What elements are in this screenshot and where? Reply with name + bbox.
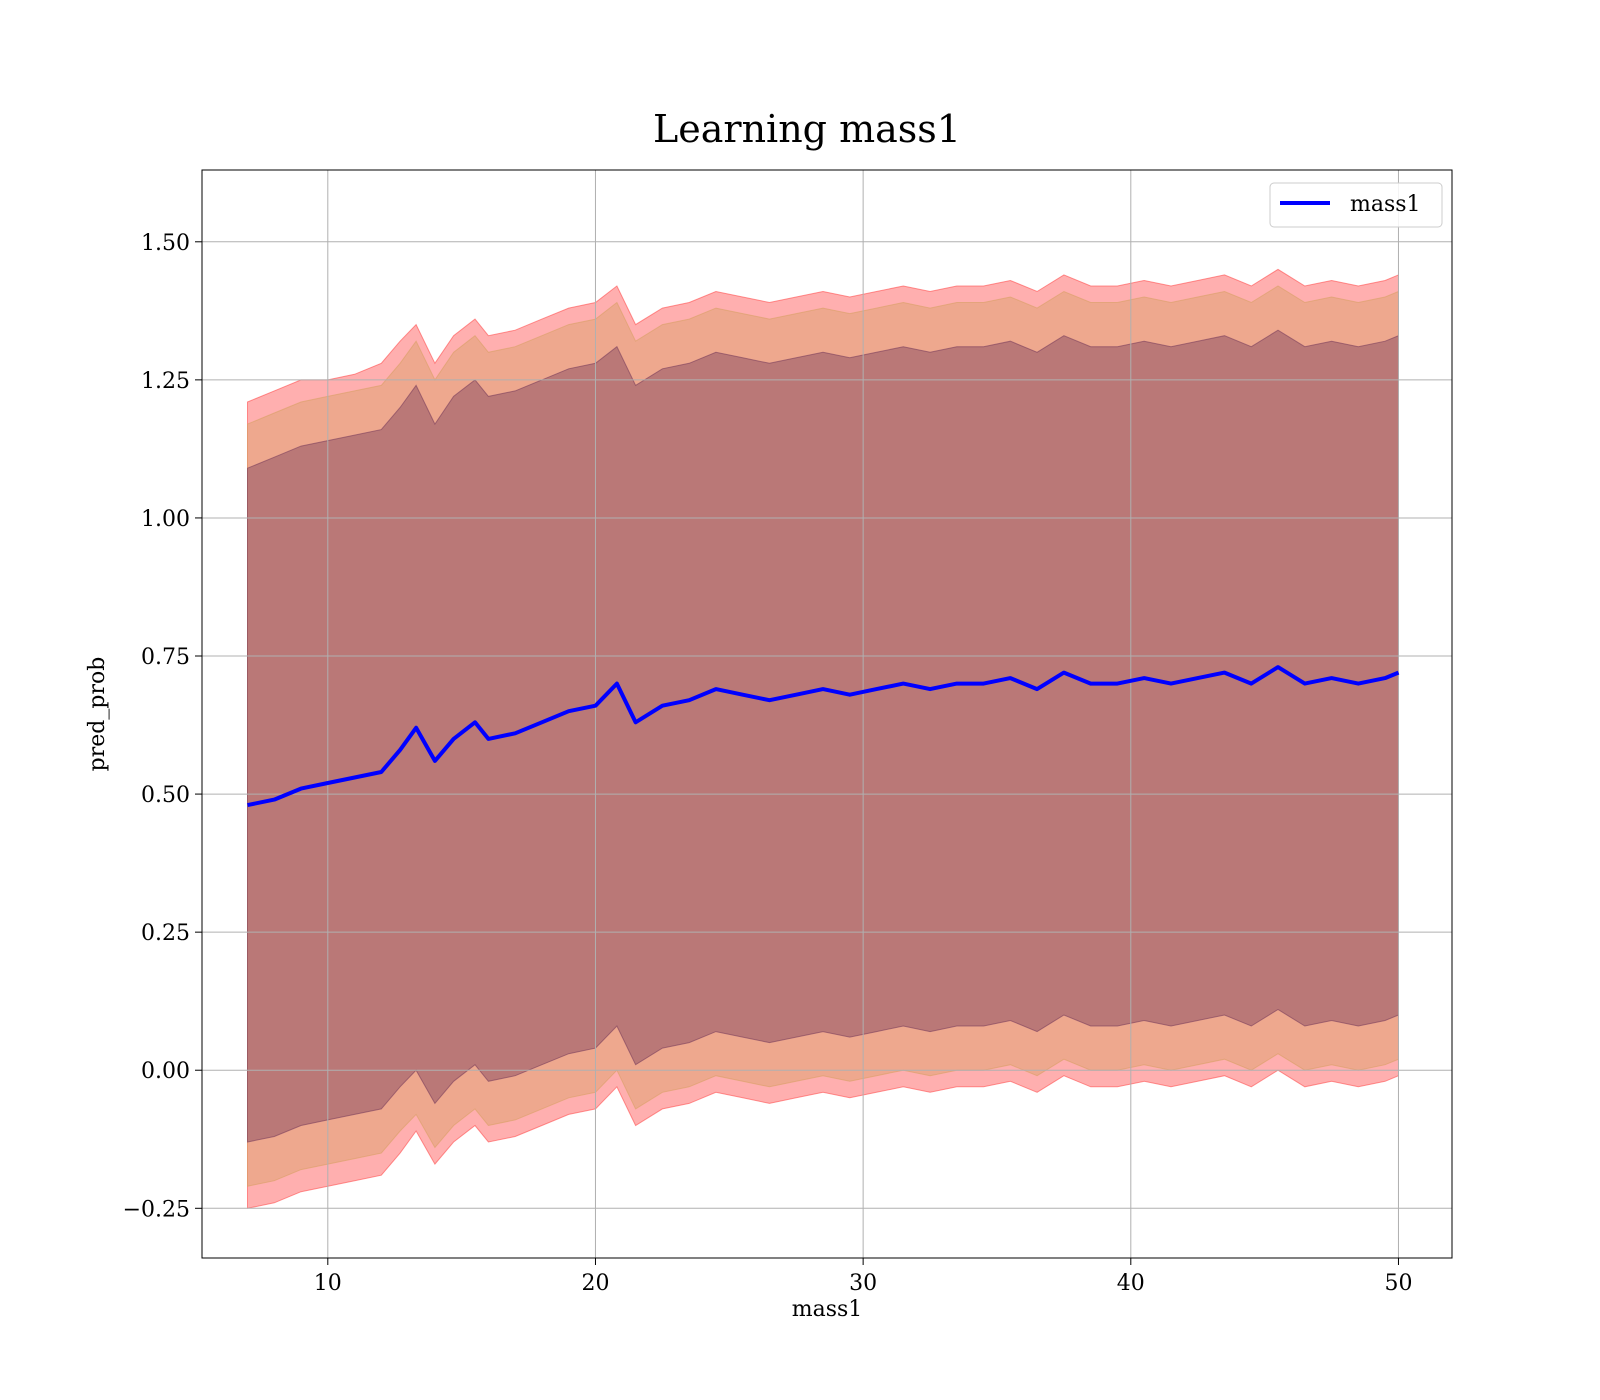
y-tick-label-6: 1.00 xyxy=(141,507,190,532)
legend-box xyxy=(1269,182,1443,228)
plot-frame xyxy=(201,169,1453,1259)
grid-lines xyxy=(202,170,1452,1258)
y-tick-label-2: 0.00 xyxy=(141,1059,190,1084)
legend: mass1 xyxy=(1269,182,1443,228)
chart-title: Learning mass1 xyxy=(653,107,961,151)
x-axis: 10 20 30 40 50 xyxy=(314,1258,1412,1296)
y-axis: −0.25 0.00 0.25 0.50 0.75 1.00 1.25 1.50 xyxy=(123,231,202,1222)
x-tick-label-4: 40 xyxy=(1117,1271,1145,1296)
y-tick-label-1: −0.25 xyxy=(123,1197,190,1222)
y-tick-label-4: 0.50 xyxy=(141,783,190,808)
y-tick-label-3: 0.25 xyxy=(141,921,190,946)
y-tick-label-7: 1.25 xyxy=(141,369,190,394)
y-tick-label-8: 1.50 xyxy=(141,231,190,256)
x-axis-label: mass1 xyxy=(792,1297,863,1322)
x-tick-label-2: 20 xyxy=(581,1271,609,1296)
x-tick-label-3: 30 xyxy=(849,1271,877,1296)
legend-label: mass1 xyxy=(1350,192,1421,217)
x-tick-label-5: 50 xyxy=(1384,1271,1412,1296)
series-layer xyxy=(247,665,1400,808)
y-tick-label-5: 0.75 xyxy=(141,645,190,670)
plot-bands xyxy=(247,268,1399,1209)
x-tick-label-1: 10 xyxy=(314,1271,342,1296)
y-axis-label: pred_prob xyxy=(85,657,110,772)
series-line-1 xyxy=(247,665,1400,808)
